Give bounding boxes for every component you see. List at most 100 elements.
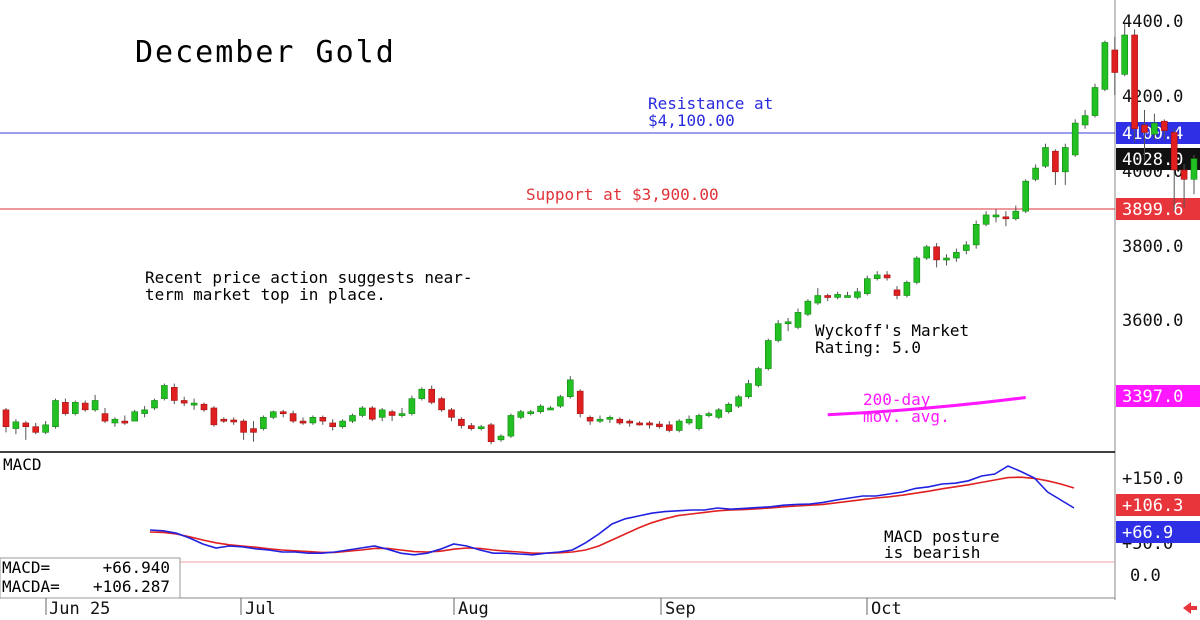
readout-macda-label: MACDA= (2, 577, 60, 596)
candle-body-down (646, 422, 653, 426)
candle (151, 398, 158, 410)
candle-body-up (972, 223, 980, 246)
candle-body-up (1121, 34, 1128, 75)
candle-body-down (1161, 120, 1168, 131)
candle (1081, 109, 1089, 129)
candle-body-up (606, 417, 614, 420)
candle (735, 394, 742, 408)
time-label-sep: Sep (665, 599, 696, 619)
candle-body-up (418, 388, 426, 399)
candle (1151, 113, 1158, 140)
macda-line (149, 476, 1075, 555)
candle-body-up (675, 420, 683, 431)
time-label-aug: Aug (458, 599, 489, 619)
candle (933, 243, 940, 268)
candle-body-up (685, 418, 693, 424)
candle-body-up (111, 418, 119, 424)
candle (725, 402, 733, 414)
candle (873, 271, 881, 281)
candle-body-up (547, 407, 554, 411)
candle (1022, 179, 1030, 214)
candle-body-down (299, 420, 307, 424)
resistance-price-tag: 4100.4 (1116, 122, 1200, 144)
candle (972, 220, 980, 249)
candle-body-up (349, 415, 356, 422)
candle (586, 415, 594, 425)
candlestick-series (2, 23, 1198, 445)
candle (665, 421, 673, 433)
macd-tick-150: +150.0 (1122, 469, 1183, 489)
candle-body-down (180, 400, 188, 404)
macd-note-line2: is bearish (884, 543, 980, 562)
candle (141, 406, 148, 418)
candle-body-up (1012, 210, 1020, 219)
macd-panel-title: MACD (3, 455, 42, 474)
candle-body-up (844, 295, 851, 298)
candle (171, 383, 178, 405)
market-top-note-line1: Recent price action suggests near- (145, 268, 473, 287)
candle-body-down (32, 426, 40, 433)
candle (755, 366, 762, 388)
candle (705, 411, 713, 418)
candle (408, 395, 416, 416)
scroll-left-arrow-icon[interactable] (1183, 602, 1197, 614)
candle-body-down (893, 289, 901, 296)
candle (42, 421, 49, 435)
candle (507, 413, 515, 438)
candle-body-down (1052, 150, 1059, 173)
candle (576, 389, 584, 418)
last-price-tag-text: 4028.0 (1122, 150, 1183, 170)
candle (22, 421, 30, 440)
candle-body-up (784, 321, 792, 325)
candle (1180, 164, 1188, 208)
candle (774, 319, 782, 343)
candle-body-down (824, 295, 832, 298)
candle-body-up (962, 244, 970, 251)
candle-body-down (1002, 216, 1010, 220)
candle (279, 409, 287, 418)
candle-body-up (527, 411, 535, 415)
price-tick-3600: 3600.0 (1122, 311, 1183, 331)
candle (883, 271, 891, 281)
candle (190, 398, 198, 410)
time-axis: Jun 25 Jul Aug Sep Oct (45, 598, 902, 619)
candle-body-down (487, 424, 495, 443)
candle-body-up (1151, 122, 1158, 135)
candle-body-down (319, 417, 327, 422)
candle-body-up (339, 420, 346, 428)
candle-body-up (1101, 42, 1109, 90)
resistance-label-line2: $4,100.00 (648, 111, 735, 130)
candle (299, 417, 307, 425)
candle-body-down (458, 418, 465, 426)
candle (388, 409, 396, 422)
candle-body-up (507, 415, 515, 437)
readout-macd-label: MACD= (2, 558, 50, 577)
candle-body-up (705, 413, 713, 416)
candle-body-up (715, 409, 723, 418)
candle-body-up (755, 368, 762, 386)
candle-body-down (448, 409, 455, 418)
candle-body-up (873, 274, 881, 279)
candle-body-down (250, 428, 257, 433)
candle-body-down (1170, 132, 1178, 171)
candle (72, 400, 79, 416)
candle (517, 409, 525, 420)
candle (161, 383, 168, 401)
candle-body-down (388, 411, 396, 416)
candle-body-up (398, 413, 406, 416)
candle-body-down (1131, 34, 1138, 130)
candle-body-down (933, 246, 940, 261)
last-price-tag: 4028.0 (1116, 148, 1200, 170)
candle-body-down (329, 422, 337, 428)
candle-body-up (725, 403, 733, 413)
candle (814, 288, 822, 305)
candle (596, 415, 604, 423)
candle (2, 407, 10, 433)
candle (695, 413, 703, 431)
macda-value-tag-text: +106.3 (1122, 496, 1183, 516)
macd-lines-layer (149, 465, 1075, 556)
candle-body-up (52, 400, 59, 428)
candle (685, 415, 693, 425)
candle (309, 415, 317, 425)
